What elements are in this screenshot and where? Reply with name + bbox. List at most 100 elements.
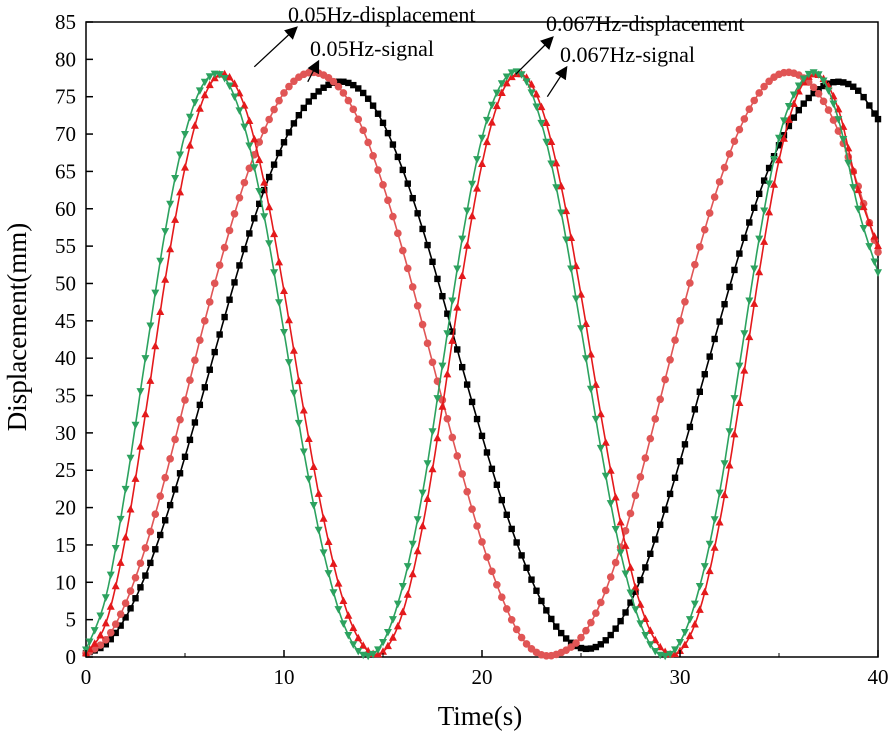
x-tick-label: 0 [81,665,92,689]
data-point [745,105,754,113]
data-point [354,115,363,124]
data-point [310,92,317,100]
annotation-label: 0.067Hz-signal [560,42,695,67]
data-point [755,89,763,97]
data-point [284,359,293,367]
y-tick-label: 20 [55,496,76,520]
data-point [458,235,467,244]
data-point [839,135,848,144]
data-point [617,617,624,625]
data-point [408,569,417,578]
data-point [340,78,347,85]
data-point [85,638,94,646]
data-point [859,202,868,211]
data-point [487,101,496,110]
data-point [423,339,432,348]
data-point [685,616,694,624]
data-point [448,433,457,442]
data-point [101,594,110,602]
data-point [760,177,768,184]
data-point [205,73,214,81]
data-point [240,101,249,109]
data-point [473,415,481,423]
data-point [606,573,615,581]
data-point [265,115,273,124]
data-point [360,89,367,97]
data-point [696,388,703,395]
data-point [408,540,417,549]
data-point [819,77,828,86]
data-point [468,211,477,220]
data-point [216,331,223,338]
data-point [685,631,694,640]
data-point [631,606,640,614]
data-point [314,489,323,497]
series-line [85,70,879,657]
data-point [374,646,383,654]
data-point [755,235,764,244]
data-point [379,181,387,189]
data-point [567,639,575,647]
data-point [186,376,194,384]
data-point [740,366,749,374]
data-point [809,83,818,92]
data-point [794,82,803,90]
data-point [680,640,689,648]
data-point [439,292,446,300]
data-point [775,155,783,164]
data-point [478,432,486,440]
data-point [285,129,293,136]
data-point [121,485,130,494]
data-point [626,509,635,518]
data-point [294,376,303,385]
data-point [695,605,704,613]
data-point [236,262,243,269]
data-point [700,225,709,234]
data-point [329,559,338,567]
data-point [616,549,625,557]
data-point [319,514,328,522]
data-point [695,583,704,591]
data-point [280,89,288,97]
data-point [720,163,729,172]
data-point [403,590,412,598]
data-point [552,184,561,192]
data-point [418,521,427,530]
data-point [374,166,382,174]
data-point [770,180,779,188]
data-point [364,138,372,147]
data-point [404,180,411,187]
data-point [195,104,204,112]
data-point [478,159,486,167]
data-point [814,71,823,79]
data-point [355,85,362,92]
data-point [96,641,105,649]
data-point [874,241,882,250]
data-point [657,521,664,528]
data-point [116,558,125,566]
data-point [255,138,264,146]
y-tick-label: 15 [55,533,76,557]
data-point [255,188,264,196]
data-point [750,265,759,274]
data-point [191,356,199,364]
data-point [750,299,759,307]
data-point [646,641,655,649]
data-point [424,241,431,249]
data-point [132,595,139,602]
data-point [482,116,491,125]
data-point [567,265,576,274]
data-point [463,381,471,388]
data-point [141,544,150,552]
data-point [507,615,516,624]
data-point [225,82,234,91]
data-point [131,474,140,482]
data-point [151,289,160,298]
y-tick-label: 25 [55,458,76,482]
y-tick-label: 65 [55,159,76,183]
data-point [121,599,130,608]
data-point [473,522,481,530]
data-point [652,536,659,543]
data-point [859,224,868,233]
data-point [493,580,501,589]
